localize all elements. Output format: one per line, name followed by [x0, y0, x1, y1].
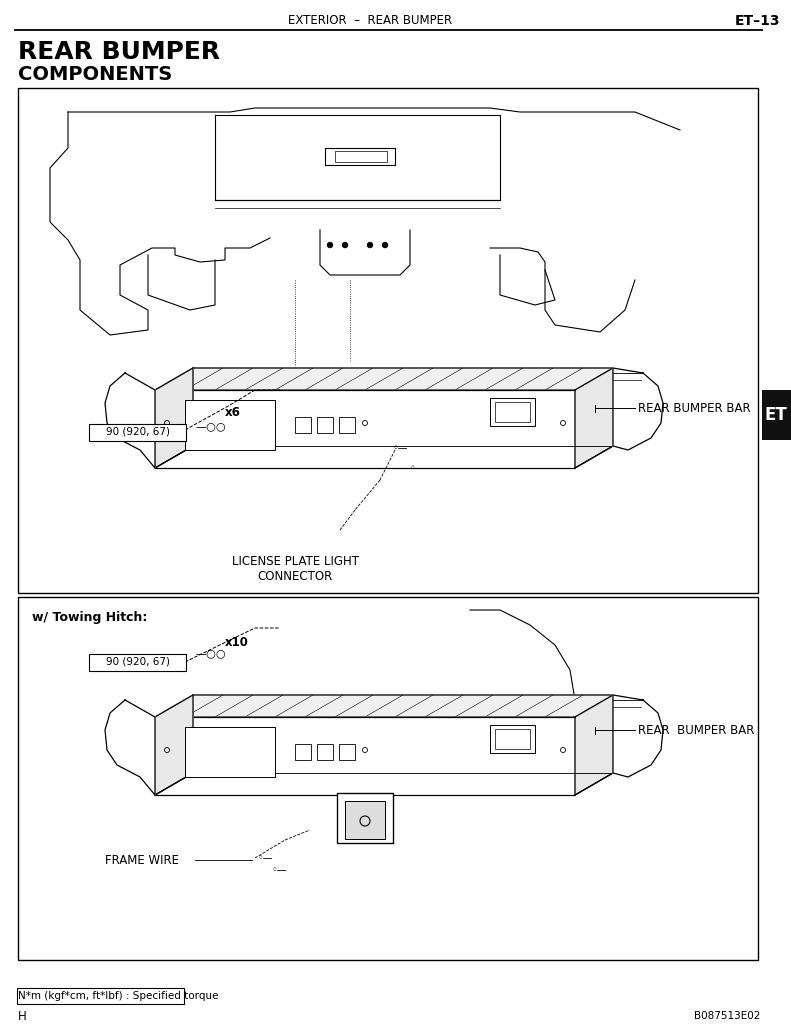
Polygon shape	[155, 368, 193, 468]
Text: —○○: —○○	[195, 648, 225, 658]
Bar	[337, 793, 393, 843]
Bar	[18, 88, 758, 593]
Bar	[339, 744, 355, 760]
Text: B087513E02: B087513E02	[694, 1011, 760, 1021]
Polygon shape	[155, 368, 613, 390]
Bar	[762, 390, 791, 440]
Polygon shape	[613, 695, 663, 777]
Polygon shape	[155, 695, 613, 717]
Bar	[295, 417, 311, 433]
Circle shape	[383, 243, 388, 248]
Bar	[317, 417, 333, 433]
Text: LICENSE PLATE LIGHT
CONNECTOR: LICENSE PLATE LIGHT CONNECTOR	[232, 555, 358, 583]
Bar	[317, 744, 333, 760]
Polygon shape	[105, 373, 155, 468]
Text: ET–13: ET–13	[734, 14, 780, 28]
Polygon shape	[155, 717, 575, 795]
Polygon shape	[155, 695, 193, 795]
Bar	[490, 398, 535, 426]
Polygon shape	[155, 390, 575, 468]
Bar	[185, 727, 275, 777]
Bar	[185, 400, 275, 450]
Text: w/ Towing Hitch:: w/ Towing Hitch:	[32, 611, 147, 625]
Text: —○○: —○○	[195, 421, 225, 431]
Text: ◦—: ◦—	[410, 463, 426, 473]
Bar	[335, 151, 387, 162]
Circle shape	[343, 243, 347, 248]
Text: x6: x6	[225, 407, 241, 420]
Bar	[490, 725, 535, 753]
Circle shape	[327, 243, 332, 248]
Text: x10: x10	[225, 637, 249, 649]
Bar	[495, 402, 530, 422]
Text: EXTERIOR  –  REAR BUMPER: EXTERIOR – REAR BUMPER	[288, 14, 452, 28]
Text: N*m (kgf*cm, ft*lbf) : Specified torque: N*m (kgf*cm, ft*lbf) : Specified torque	[18, 991, 218, 1001]
Text: REAR BUMPER BAR: REAR BUMPER BAR	[638, 401, 751, 415]
Text: ◦—: ◦—	[258, 853, 274, 863]
Text: FRAME WIRE: FRAME WIRE	[105, 853, 179, 866]
Text: REAR BUMPER: REAR BUMPER	[18, 40, 220, 63]
Text: ◦—: ◦—	[272, 865, 287, 874]
Bar	[345, 801, 385, 839]
Bar	[495, 729, 530, 749]
Bar	[295, 744, 311, 760]
Text: REAR  BUMPER BAR: REAR BUMPER BAR	[638, 724, 755, 736]
Text: COMPONENTS: COMPONENTS	[18, 65, 172, 84]
Text: ET: ET	[765, 406, 787, 424]
FancyBboxPatch shape	[89, 654, 186, 671]
Text: H: H	[18, 1010, 27, 1023]
Polygon shape	[105, 700, 155, 795]
Bar	[18, 597, 758, 961]
Text: 90 (920, 67): 90 (920, 67)	[106, 657, 170, 667]
Circle shape	[368, 243, 373, 248]
Text: ◦—: ◦—	[393, 443, 408, 453]
Bar	[339, 417, 355, 433]
Text: 90 (920, 67): 90 (920, 67)	[106, 427, 170, 437]
Polygon shape	[575, 695, 613, 795]
Polygon shape	[575, 368, 613, 468]
FancyBboxPatch shape	[17, 988, 184, 1004]
FancyBboxPatch shape	[89, 424, 186, 441]
Polygon shape	[613, 368, 663, 450]
